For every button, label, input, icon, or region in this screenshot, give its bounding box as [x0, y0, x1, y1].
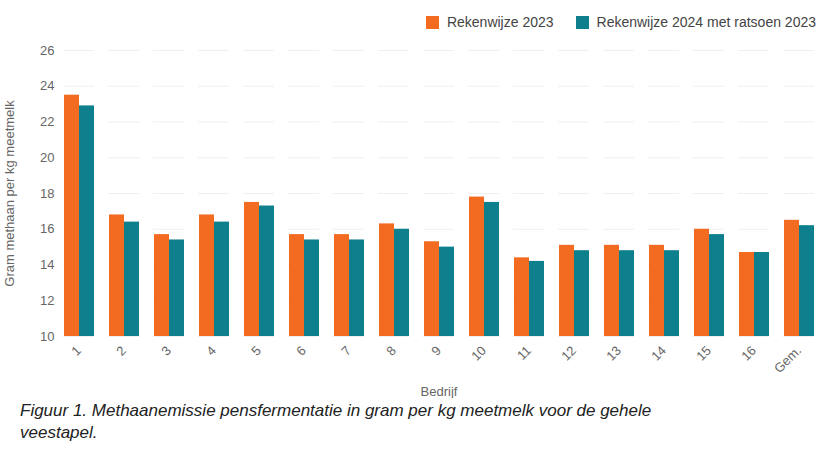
svg-text:18: 18: [40, 186, 54, 201]
svg-text:22: 22: [40, 114, 54, 129]
svg-text:1: 1: [68, 343, 84, 359]
svg-text:3: 3: [158, 343, 174, 359]
html-text:Rekenwijze 2023: Rekenwijze 2023: [446, 14, 554, 30]
svg-text:10: 10: [40, 329, 54, 344]
svg-text:15: 15: [693, 343, 714, 364]
svg-text:12: 12: [40, 293, 54, 308]
svg-text:9: 9: [428, 343, 444, 359]
svg-text:Bedrijf: Bedrijf: [421, 384, 458, 399]
svg-text:20: 20: [40, 150, 54, 165]
svg-text:14: 14: [648, 343, 669, 364]
svg-text:6: 6: [293, 343, 309, 359]
svg-text:16: 16: [40, 221, 54, 236]
svg-text:4: 4: [203, 343, 219, 359]
svg-text:13: 13: [603, 343, 624, 364]
svg-text:10: 10: [468, 343, 489, 364]
svg-text:Gram methaan per kg meetmelk: Gram methaan per kg meetmelk: [2, 100, 17, 287]
html-text:Figuur 1. Methaanemissie pensf: Figuur 1. Methaanemissie pensfermentatie…: [20, 401, 652, 442]
svg-text:12: 12: [558, 343, 579, 364]
html-text:Rekenwijze 2024 met ratsoen 20: Rekenwijze 2024 met ratsoen 2023: [596, 14, 816, 30]
svg-text:7: 7: [338, 343, 354, 359]
svg-text:24: 24: [40, 78, 54, 93]
svg-text:26: 26: [40, 43, 54, 58]
svg-text:11: 11: [514, 343, 534, 363]
svg-text:16: 16: [738, 343, 759, 364]
svg-text:Gem.: Gem.: [771, 343, 804, 376]
svg-text:2: 2: [113, 343, 129, 359]
svg-text:5: 5: [248, 343, 264, 359]
svg-text:8: 8: [383, 343, 399, 359]
svg-text:14: 14: [40, 257, 54, 272]
